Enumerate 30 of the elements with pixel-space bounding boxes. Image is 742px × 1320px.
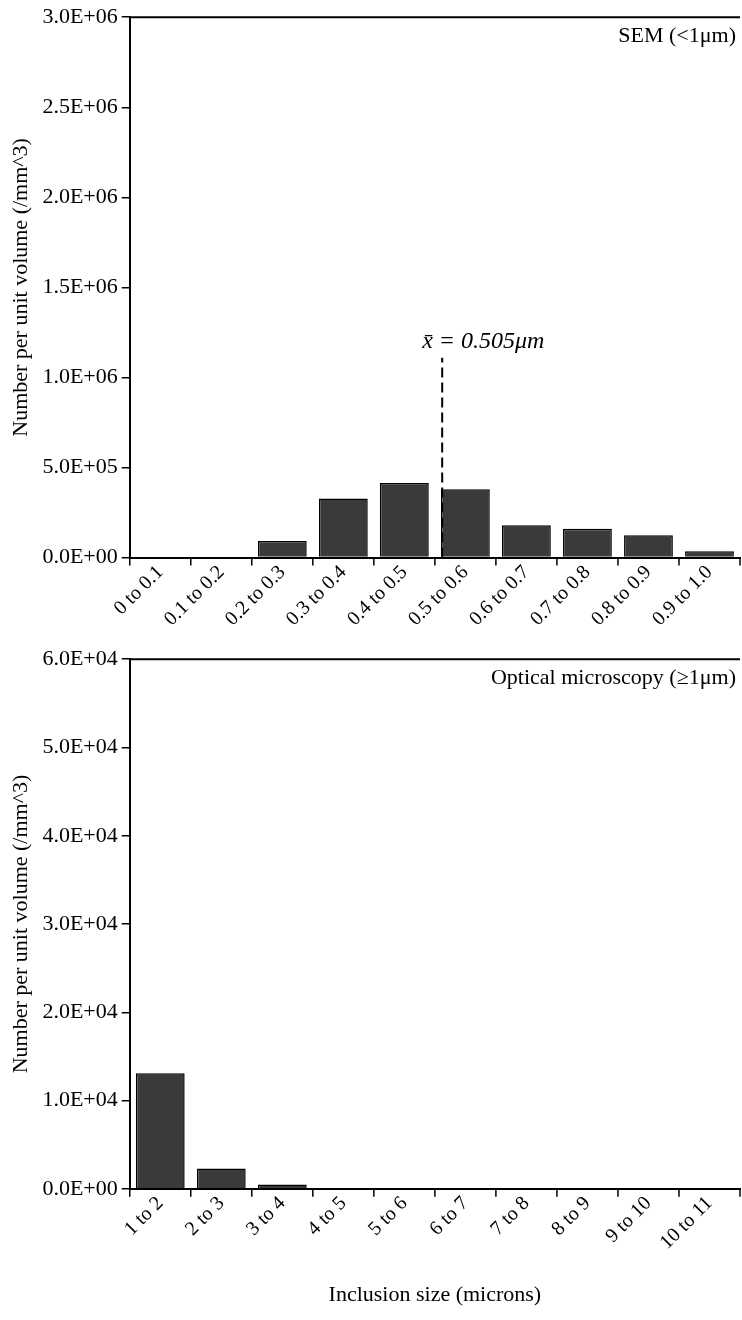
x-tick-label: 5 to 6 [363,1191,411,1240]
y-tick-label: 3.0E+06 [42,2,118,28]
y-tick-label: 0.0E+00 [42,543,118,569]
y-tick-label: 5.0E+04 [42,733,118,759]
y-tick-label: 2.5E+06 [42,93,118,119]
x-tick-label: 2 to 3 [180,1191,228,1240]
x-tick-label: 8 to 9 [546,1191,594,1240]
x-axis-title: Inclusion size (microns) [328,1280,542,1306]
y-tick-label: 0.0E+00 [42,1174,118,1200]
y-tick-label: 6.0E+04 [42,644,118,670]
y-tick-label: 2.0E+06 [42,183,118,209]
ref-line-label: x̄ = 0.505μm [421,326,545,353]
y-tick-label: 5.0E+05 [42,453,118,479]
x-tick-label: 7 to 8 [485,1191,533,1240]
x-tick-label: 3 to 4 [241,1191,289,1240]
x-tick-label: 1 to 2 [119,1191,167,1240]
y-tick-label: 1.0E+04 [42,1086,118,1112]
y-axis-title: Number per unit volume (/mm^3) [6,774,32,1074]
y-tick-label: 4.0E+04 [42,821,118,847]
y-tick-label: 1.5E+06 [42,273,118,299]
x-tick-label: 4 to 5 [302,1191,350,1240]
annotation: Optical microscopy (≥1μm) [490,663,736,689]
y-tick-label: 2.0E+04 [42,998,118,1024]
annotation: SEM (<1μm) [618,21,736,47]
x-tick-label: 6 to 7 [424,1191,472,1240]
y-tick-label: 1.0E+06 [42,363,118,389]
x-tick-label: 10 to 11 [654,1191,717,1253]
y-tick-label: 3.0E+04 [42,909,118,935]
x-tick-label: 9 to 10 [600,1191,655,1247]
y-axis-title: Number per unit volume (/mm^3) [6,138,32,437]
